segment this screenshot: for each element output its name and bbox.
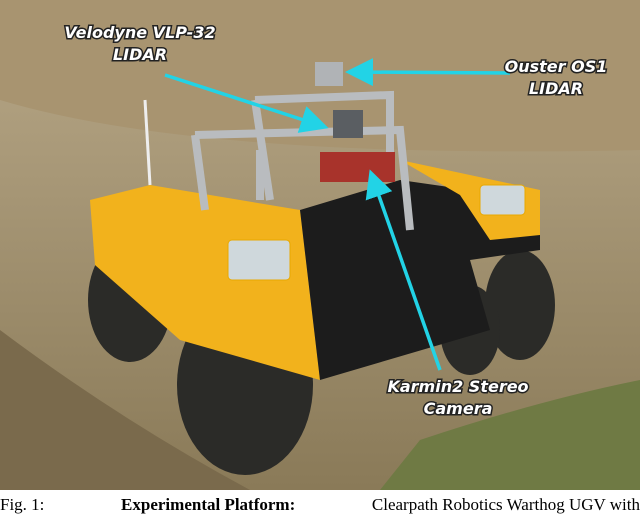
caption-text: Clearpath Robotics Warthog UGV with — [371, 495, 640, 514]
photo: Velodyne VLP-32 LIDAR Ouster OS1 LIDAR K… — [0, 0, 640, 490]
arrow — [164, 73, 329, 133]
annotation: Camera — [424, 399, 493, 418]
frame — [191, 90, 414, 231]
arrow — [345, 58, 511, 87]
annotation: Karmin2 Stereo — [387, 377, 528, 396]
ouster — [315, 62, 343, 86]
annotation: Velodyne VLP-32 — [64, 23, 215, 42]
caption: Fig. 1: Experimental Platform: Clearpath… — [0, 493, 640, 520]
annotation: LIDAR — [113, 45, 167, 64]
dirt-path — [0, 330, 250, 490]
light — [479, 184, 526, 216]
grass-front — [380, 380, 640, 490]
arrow — [365, 169, 442, 371]
body-rear — [400, 160, 540, 240]
body-deck — [300, 180, 540, 380]
light — [227, 239, 291, 281]
body-front — [90, 185, 320, 380]
velodyne — [333, 110, 363, 138]
annotation: LIDAR — [529, 79, 583, 98]
caption-label: Fig. 1: — [0, 495, 45, 514]
caption-heading: Experimental Platform: — [121, 495, 296, 514]
antenna — [143, 99, 152, 186]
camera — [320, 152, 395, 182]
annotation: Ouster OS1 — [505, 57, 608, 76]
